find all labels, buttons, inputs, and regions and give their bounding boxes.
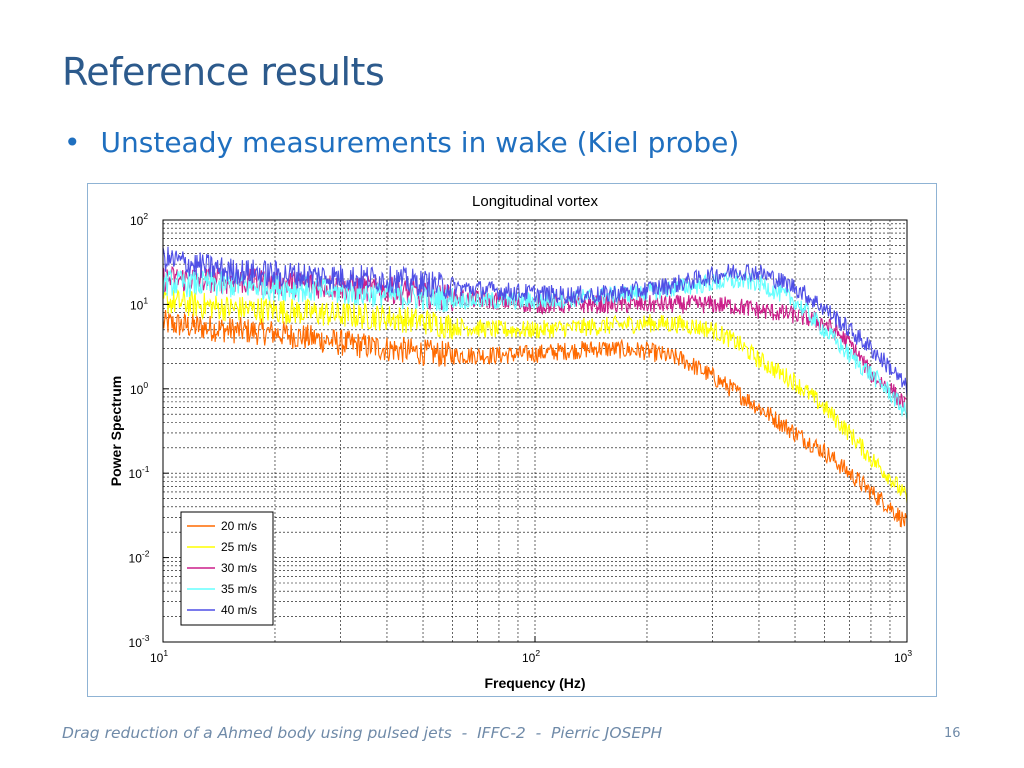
legend-label: 25 m/s <box>221 540 257 554</box>
y-axis-label: Power Spectrum <box>108 376 124 486</box>
chart-title: Longitudinal vortex <box>472 193 598 210</box>
legend-label: 35 m/s <box>221 582 257 596</box>
footer-text: Drag reduction of a Ahmed body using pul… <box>62 724 663 742</box>
legend: 20 m/s 25 m/s 30 m/s 35 m/s 40 m/s <box>180 511 274 626</box>
slide-title: Reference results <box>62 50 385 94</box>
legend-label: 30 m/s <box>221 561 257 575</box>
bullet-text: Unsteady measurements in wake (Kiel prob… <box>100 126 740 159</box>
y-tick-label: 101 <box>130 295 148 312</box>
y-tick-label: 10-3 <box>129 633 150 650</box>
legend-label: 20 m/s <box>221 519 257 533</box>
x-tick-label: 102 <box>522 648 540 665</box>
bullet-dot-icon: • <box>64 126 81 159</box>
y-tick-label: 102 <box>130 211 148 228</box>
x-tick-label: 103 <box>894 648 912 665</box>
chart-frame: 101 102 103 102 101 100 10-1 10-2 10-3 Longitudi… <box>87 183 937 697</box>
bullet-item: • Unsteady measurements in wake (Kiel pro… <box>64 126 739 159</box>
series-line <box>162 309 908 528</box>
series-layer <box>162 246 908 528</box>
series-line <box>162 288 908 504</box>
y-tick-label: 100 <box>130 380 148 397</box>
y-tick-label: 10-2 <box>129 549 150 566</box>
x-axis-label: Frequency (Hz) <box>484 675 585 691</box>
chart-svg: 101 102 103 102 101 100 10-1 10-2 10-3 Longitudi… <box>108 193 913 691</box>
legend-label: 40 m/s <box>221 603 257 617</box>
series-line <box>162 246 908 398</box>
y-tick-label: 10-1 <box>129 464 150 481</box>
x-tick-label: 101 <box>150 648 168 665</box>
tick-layer: 101 102 103 102 101 100 10-1 10-2 10-3 <box>129 211 913 665</box>
page-number: 16 <box>944 726 961 741</box>
